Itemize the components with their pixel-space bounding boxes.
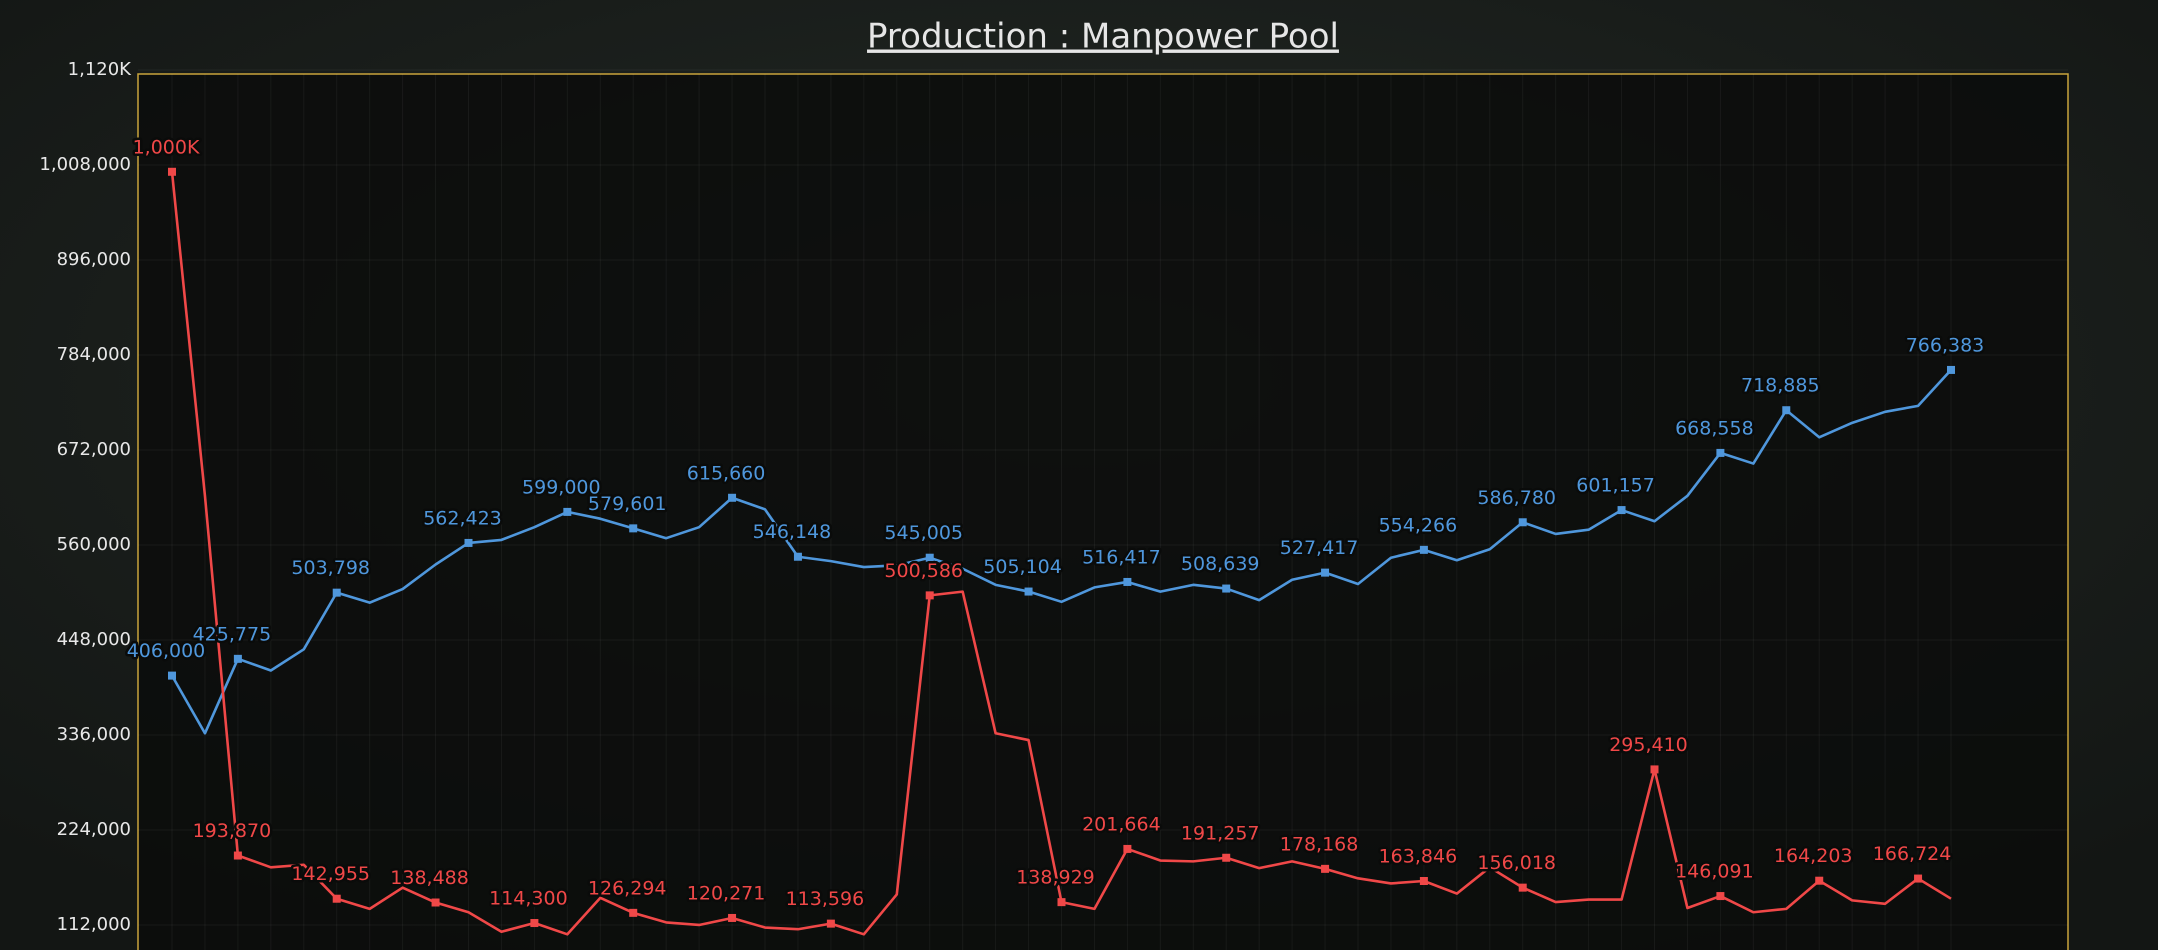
data-label: 138,929 bbox=[1016, 867, 1095, 889]
y-tick-label: 448,000 bbox=[57, 629, 131, 650]
point-marker bbox=[728, 493, 737, 502]
point-marker bbox=[925, 591, 934, 600]
y-tick-label: 336,000 bbox=[57, 724, 131, 745]
data-label: 554,266 bbox=[1379, 514, 1458, 536]
point-marker bbox=[1914, 874, 1923, 883]
point-marker bbox=[233, 851, 242, 860]
data-label: 615,660 bbox=[687, 462, 766, 484]
y-tick-label: 224,000 bbox=[57, 819, 131, 840]
lines bbox=[168, 167, 1955, 936]
data-label: 508,639 bbox=[1181, 553, 1260, 575]
plot-area bbox=[137, 73, 2069, 950]
point-marker bbox=[1518, 883, 1527, 892]
data-label: 546,148 bbox=[753, 521, 832, 543]
point-marker bbox=[1222, 853, 1231, 862]
data-label: 163,846 bbox=[1379, 846, 1458, 868]
y-tick-label: 784,000 bbox=[57, 344, 131, 365]
data-label: 193,870 bbox=[193, 820, 272, 842]
point-marker bbox=[1024, 587, 1033, 596]
point-marker bbox=[1947, 365, 1955, 374]
y-tick-label: 1,120K bbox=[68, 59, 133, 80]
point-marker bbox=[332, 894, 341, 903]
data-label: 406,000 bbox=[127, 640, 206, 662]
point-marker bbox=[1123, 577, 1132, 586]
point-marker bbox=[925, 553, 934, 562]
data-label: 579,601 bbox=[588, 493, 667, 515]
data-label: 527,417 bbox=[1280, 537, 1359, 559]
data-label: 114,300 bbox=[489, 888, 568, 910]
data-label: 201,664 bbox=[1082, 813, 1161, 835]
point-marker bbox=[1321, 864, 1330, 873]
point-marker bbox=[629, 524, 638, 533]
data-label: 718,885 bbox=[1741, 375, 1820, 397]
point-marker bbox=[1716, 892, 1725, 901]
y-tick-label: 896,000 bbox=[57, 249, 131, 270]
point-marker bbox=[1650, 765, 1659, 774]
point-marker bbox=[826, 919, 835, 928]
y-tick-label: 672,000 bbox=[57, 439, 131, 460]
point-marker bbox=[332, 588, 341, 597]
data-label: 425,775 bbox=[193, 623, 272, 645]
point-marker bbox=[1123, 844, 1132, 853]
point-marker bbox=[1782, 406, 1791, 415]
point-marker bbox=[563, 507, 572, 516]
data-label: 586,780 bbox=[1477, 487, 1556, 509]
data-label: 191,257 bbox=[1181, 822, 1260, 844]
data-label: 164,203 bbox=[1774, 845, 1853, 867]
data-label: 156,018 bbox=[1477, 852, 1556, 874]
data-label: 142,955 bbox=[291, 863, 370, 885]
point-marker bbox=[1518, 518, 1527, 527]
point-marker bbox=[464, 538, 473, 547]
data-label: 295,410 bbox=[1609, 734, 1688, 756]
point-marker bbox=[530, 919, 539, 928]
point-marker bbox=[168, 671, 176, 680]
grid: 112,000 224,000 336,000 448,000 560,000 672,0… bbox=[39, 59, 2068, 950]
point-marker bbox=[629, 908, 638, 917]
data-label: 138,488 bbox=[390, 867, 469, 889]
point-marker bbox=[1419, 545, 1428, 554]
data-label: 113,596 bbox=[786, 888, 865, 910]
point-marker bbox=[1617, 506, 1626, 515]
y-tick-label: 112,000 bbox=[57, 914, 131, 935]
point-marker bbox=[233, 654, 242, 663]
point-marker bbox=[793, 552, 802, 561]
y-tick-label: 560,000 bbox=[57, 534, 131, 555]
data-label: 668,558 bbox=[1675, 417, 1754, 439]
data-label: 562,423 bbox=[423, 507, 502, 529]
data-label: 1,000K bbox=[133, 136, 200, 158]
data-label: 601,157 bbox=[1576, 475, 1655, 497]
data-label: 599,000 bbox=[522, 476, 601, 498]
chart-title: Production : Manpower Pool bbox=[867, 17, 1339, 57]
data-label: 500,586 bbox=[884, 560, 963, 582]
point-marker bbox=[1815, 876, 1824, 885]
point-marker bbox=[728, 913, 737, 922]
point-marker bbox=[1321, 568, 1330, 577]
data-label: 166,724 bbox=[1873, 843, 1952, 865]
data-label: 545,005 bbox=[884, 522, 963, 544]
data-label: 505,104 bbox=[983, 556, 1062, 578]
y-tick-label: 1,008,000 bbox=[39, 154, 131, 175]
point-marker bbox=[1419, 877, 1428, 886]
point-marker bbox=[1222, 584, 1231, 593]
point-marker bbox=[431, 898, 440, 907]
data-label: 126,294 bbox=[588, 877, 667, 899]
point-marker bbox=[168, 167, 176, 176]
point-marker bbox=[1057, 898, 1066, 907]
data-label: 516,417 bbox=[1082, 546, 1161, 568]
data-label: 766,383 bbox=[1906, 334, 1985, 356]
point-marker bbox=[1716, 448, 1725, 457]
data-label: 146,091 bbox=[1675, 861, 1754, 883]
data-label: 503,798 bbox=[291, 557, 370, 579]
data-label: 120,271 bbox=[687, 882, 766, 904]
data-label: 178,168 bbox=[1280, 833, 1359, 855]
